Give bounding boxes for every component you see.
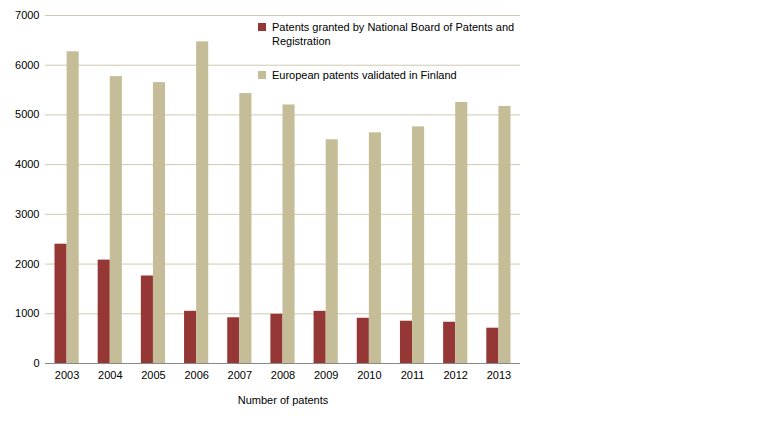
svg-text:1000: 1000: [15, 307, 39, 319]
svg-text:2008: 2008: [271, 369, 295, 381]
svg-text:2006: 2006: [184, 369, 208, 381]
svg-text:6000: 6000: [15, 59, 39, 71]
svg-text:2011: 2011: [401, 369, 425, 381]
svg-text:2003: 2003: [55, 369, 79, 381]
svg-text:5000: 5000: [15, 108, 39, 120]
html-text:Patents granted by National Bo: Patents granted by National Board of Pat…: [272, 21, 515, 47]
svg-text:Number of patents: Number of patents: [238, 394, 329, 406]
svg-text:0: 0: [33, 357, 39, 369]
svg-text:2000: 2000: [15, 258, 39, 270]
svg-text:2009: 2009: [314, 369, 338, 381]
svg-text:2005: 2005: [141, 369, 165, 381]
svg-text:4000: 4000: [15, 158, 39, 170]
svg-text:7000: 7000: [15, 9, 39, 21]
svg-text:2012: 2012: [443, 369, 467, 381]
svg-text:2004: 2004: [98, 369, 122, 381]
svg-text:2010: 2010: [357, 369, 381, 381]
html-text:European patents validated in: European patents validated in Finland: [272, 69, 457, 81]
svg-text:2013: 2013: [487, 369, 511, 381]
svg-text:3000: 3000: [15, 208, 39, 220]
svg-text:2007: 2007: [228, 369, 252, 381]
